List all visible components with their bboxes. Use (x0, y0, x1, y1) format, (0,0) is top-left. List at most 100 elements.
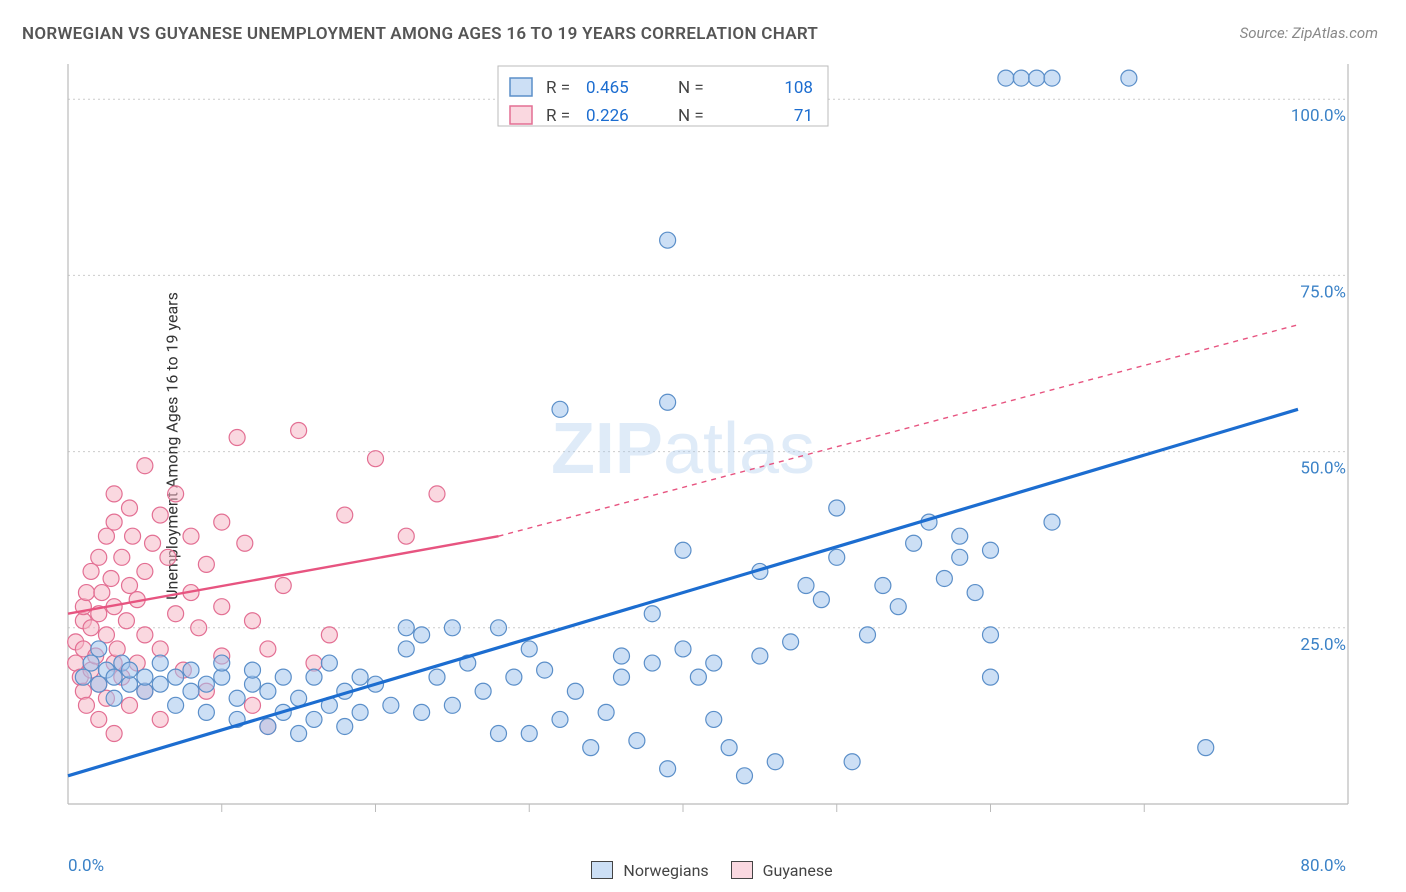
data-point-guyanese (91, 549, 107, 565)
svg-text:75.0%: 75.0% (1300, 282, 1346, 302)
data-point-norwegians (429, 669, 445, 685)
data-point-guyanese (98, 627, 114, 643)
data-point-guyanese (118, 613, 134, 629)
data-point-guyanese (83, 620, 99, 636)
svg-text:100.0%: 100.0% (1291, 106, 1346, 126)
data-point-guyanese (337, 507, 353, 523)
data-point-norwegians (706, 711, 722, 727)
data-point-norwegians (414, 704, 430, 720)
data-point-norwegians (952, 528, 968, 544)
data-point-norwegians (537, 662, 553, 678)
data-point-norwegians (1013, 70, 1029, 86)
data-point-norwegians (829, 549, 845, 565)
data-point-guyanese (122, 500, 138, 516)
data-point-guyanese (198, 556, 214, 572)
data-point-norwegians (983, 542, 999, 558)
svg-text:ZIPatlas: ZIPatlas (551, 409, 815, 489)
data-point-norwegians (1198, 740, 1214, 756)
data-point-guyanese (429, 486, 445, 502)
data-point-norwegians (660, 394, 676, 410)
data-point-norwegians (1044, 70, 1060, 86)
source-attribution: Source: ZipAtlas.com (1240, 24, 1378, 42)
data-point-norwegians (629, 733, 645, 749)
data-point-norwegians (75, 669, 91, 685)
data-point-guyanese (106, 514, 122, 530)
data-point-norwegians (521, 641, 537, 657)
data-point-norwegians (567, 683, 583, 699)
legend-label-norwegians: Norwegians (623, 861, 708, 880)
data-point-norwegians (414, 627, 430, 643)
data-point-guyanese (152, 711, 168, 727)
data-point-norwegians (260, 683, 276, 699)
data-point-norwegians (306, 669, 322, 685)
legend-bottom: Norwegians Guyanese (0, 861, 1406, 880)
data-point-norwegians (860, 627, 876, 643)
data-point-norwegians (660, 232, 676, 248)
data-point-norwegians (491, 726, 507, 742)
data-point-guyanese (245, 613, 261, 629)
data-point-guyanese (183, 528, 199, 544)
data-point-norwegians (152, 676, 168, 692)
data-point-guyanese (260, 641, 276, 657)
data-point-norwegians (383, 697, 399, 713)
data-point-norwegians (706, 655, 722, 671)
data-point-guyanese (122, 697, 138, 713)
data-point-guyanese (245, 697, 261, 713)
data-point-norwegians (352, 704, 368, 720)
data-point-norwegians (998, 70, 1014, 86)
data-point-norwegians (106, 669, 122, 685)
data-point-norwegians (583, 740, 599, 756)
data-point-norwegians (752, 648, 768, 664)
svg-text:50.0%: 50.0% (1300, 459, 1346, 479)
stat-n-value: 108 (784, 78, 813, 98)
data-point-norwegians (767, 754, 783, 770)
data-point-norwegians (552, 711, 568, 727)
data-point-norwegians (168, 669, 184, 685)
data-point-norwegians (398, 620, 414, 636)
svg-text:N =: N = (678, 78, 704, 98)
data-point-norwegians (168, 697, 184, 713)
stats-swatch (510, 106, 532, 124)
data-point-norwegians (614, 669, 630, 685)
data-point-norwegians (321, 655, 337, 671)
data-point-norwegians (598, 704, 614, 720)
legend-swatch-norwegians (591, 861, 613, 879)
data-point-norwegians (644, 655, 660, 671)
data-point-norwegians (506, 669, 522, 685)
data-point-norwegians (214, 655, 230, 671)
data-point-norwegians (444, 697, 460, 713)
data-point-norwegians (983, 627, 999, 643)
data-point-norwegians (690, 669, 706, 685)
data-point-guyanese (160, 549, 176, 565)
stats-swatch (510, 78, 532, 96)
data-point-norwegians (106, 690, 122, 706)
data-point-guyanese (78, 697, 94, 713)
data-point-norwegians (137, 669, 153, 685)
data-point-norwegians (306, 711, 322, 727)
data-point-norwegians (444, 620, 460, 636)
data-point-guyanese (137, 627, 153, 643)
data-point-norwegians (1121, 70, 1137, 86)
data-point-guyanese (83, 563, 99, 579)
data-point-norwegians (829, 500, 845, 516)
data-point-guyanese (368, 451, 384, 467)
data-point-norwegians (983, 669, 999, 685)
data-point-norwegians (152, 655, 168, 671)
data-point-norwegians (1029, 70, 1045, 86)
data-point-norwegians (83, 655, 99, 671)
stat-r-value: 0.226 (586, 106, 629, 126)
data-point-norwegians (721, 740, 737, 756)
data-point-guyanese (103, 570, 119, 586)
data-point-norwegians (644, 606, 660, 622)
data-point-norwegians (337, 718, 353, 734)
data-point-norwegians (275, 669, 291, 685)
stat-n-value: 71 (794, 106, 813, 126)
data-point-guyanese (145, 535, 161, 551)
chart-plot-area: 25.0%50.0%75.0%100.0%ZIPatlasR =0.465N =… (68, 64, 1348, 824)
data-point-guyanese (94, 585, 110, 601)
data-point-norwegians (260, 718, 276, 734)
data-point-guyanese (137, 458, 153, 474)
data-point-norwegians (521, 726, 537, 742)
data-point-guyanese (275, 578, 291, 594)
data-point-norwegians (491, 620, 507, 636)
